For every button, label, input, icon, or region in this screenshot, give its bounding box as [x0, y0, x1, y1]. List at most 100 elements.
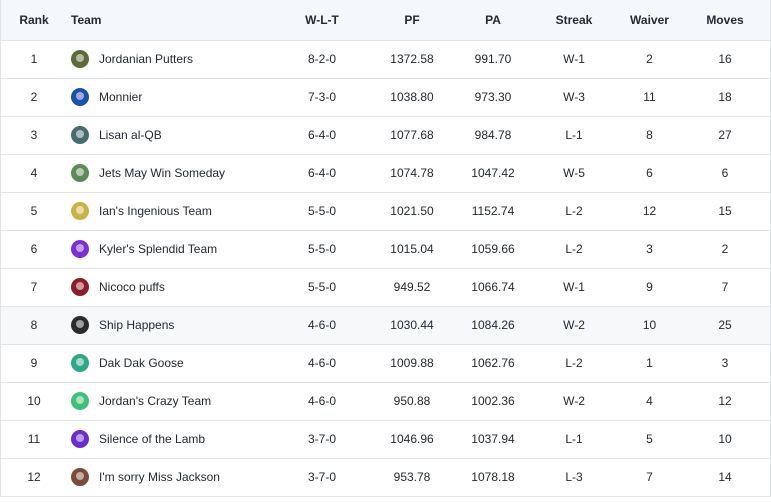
team-cell: Ship Happens	[67, 306, 277, 345]
rank-cell: 9	[1, 344, 67, 383]
team-avatar-icon[interactable]	[71, 430, 89, 448]
team-name-link[interactable]: Kyler's Splendid Team	[99, 242, 218, 256]
header-pf[interactable]: PF	[367, 0, 457, 41]
team-name-link[interactable]: Dak Dak Goose	[99, 356, 184, 370]
header-team[interactable]: Team	[67, 0, 277, 41]
table-row: 3 Lisan al-QB 6-4-0 1077.68 984.78 L-1 8 27	[1, 116, 770, 155]
team-name-link[interactable]: Jets May Win Someday	[99, 166, 226, 180]
wlt-cell: 5-5-0	[277, 230, 367, 269]
team-avatar-icon[interactable]	[71, 126, 89, 144]
table-row: 2 Monnier 7-3-0 1038.80 973.30 W-3 11 18	[1, 78, 770, 117]
moves-cell: 6	[680, 154, 770, 193]
header-streak[interactable]: Streak	[529, 0, 619, 41]
team-avatar-icon[interactable]	[71, 202, 89, 220]
team-name-link[interactable]: Ian's Ingenious Team	[99, 204, 212, 218]
table-row: 8 Ship Happens 4-6-0 1030.44 1084.26 W-2 10 25	[1, 306, 770, 345]
waiver-cell: 7	[619, 458, 680, 497]
team-avatar-icon[interactable]	[71, 354, 89, 372]
wlt-cell: 4-6-0	[277, 344, 367, 383]
team-cell: Jordan's Crazy Team	[67, 382, 277, 421]
wlt-cell: 4-6-0	[277, 382, 367, 421]
wlt-cell: 3-7-0	[277, 458, 367, 497]
header-moves[interactable]: Moves	[680, 0, 770, 41]
waiver-cell: 12	[619, 192, 680, 231]
pa-cell: 1047.42	[457, 154, 529, 193]
team-avatar-icon[interactable]	[71, 468, 89, 486]
table-row: 10 Jordan's Crazy Team 4-6-0 950.88 1002.36 W…	[1, 382, 770, 421]
table-row: 9 Dak Dak Goose 4-6-0 1009.88 1062.76 L-2 1 3	[1, 344, 770, 383]
streak-cell: W-1	[529, 40, 619, 79]
waiver-cell: 3	[619, 230, 680, 269]
team-avatar-icon[interactable]	[71, 164, 89, 182]
pa-cell: 973.30	[457, 78, 529, 117]
table-row: 12 I'm sorry Miss Jackson 3-7-0 953.78 1078.…	[1, 458, 770, 497]
pa-cell: 1062.76	[457, 344, 529, 383]
team-cell: Silence of the Lamb	[67, 420, 277, 459]
team-avatar-icon[interactable]	[71, 316, 89, 334]
team-cell: Lisan al-QB	[67, 116, 277, 155]
pa-cell: 991.70	[457, 40, 529, 79]
team-name-link[interactable]: Jordan's Crazy Team	[99, 394, 212, 408]
moves-cell: 7	[680, 268, 770, 307]
team-cell: Monnier	[67, 78, 277, 117]
team-info: Jordanian Putters	[71, 50, 277, 68]
pf-cell: 1009.88	[367, 344, 457, 383]
rank-cell: 2	[1, 78, 67, 117]
team-info: Lisan al-QB	[71, 126, 277, 144]
pa-cell: 1002.36	[457, 382, 529, 421]
team-name-link[interactable]: Monnier	[99, 90, 143, 104]
rank-cell: 6	[1, 230, 67, 269]
streak-cell: W-5	[529, 154, 619, 193]
streak-cell: L-3	[529, 458, 619, 497]
wlt-cell: 4-6-0	[277, 306, 367, 345]
waiver-cell: 4	[619, 382, 680, 421]
team-avatar-icon[interactable]	[71, 88, 89, 106]
wlt-cell: 5-5-0	[277, 268, 367, 307]
team-info: I'm sorry Miss Jackson	[71, 468, 277, 486]
waiver-cell: 1	[619, 344, 680, 383]
team-avatar-icon[interactable]	[71, 240, 89, 258]
rank-cell: 1	[1, 40, 67, 79]
team-name-link[interactable]: Lisan al-QB	[99, 128, 162, 142]
waiver-cell: 10	[619, 306, 680, 345]
team-name-link[interactable]: Ship Happens	[99, 318, 175, 332]
team-name-link[interactable]: I'm sorry Miss Jackson	[99, 470, 220, 484]
streak-cell: W-3	[529, 78, 619, 117]
team-info: Silence of the Lamb	[71, 430, 277, 448]
team-name-link[interactable]: Nicoco puffs	[99, 280, 165, 294]
moves-cell: 15	[680, 192, 770, 231]
team-name-link[interactable]: Silence of the Lamb	[99, 432, 206, 446]
table-row: 5 Ian's Ingenious Team 5-5-0 1021.50 1152.74…	[1, 192, 770, 231]
header-pa[interactable]: PA	[457, 0, 529, 41]
rank-cell: 8	[1, 306, 67, 345]
table-row: 6 Kyler's Splendid Team 5-5-0 1015.04 1059.6…	[1, 230, 770, 269]
moves-cell: 14	[680, 458, 770, 497]
team-avatar-icon[interactable]	[71, 278, 89, 296]
header-waiver[interactable]: Waiver	[619, 0, 680, 41]
streak-cell: L-1	[529, 116, 619, 155]
table-row: 4 Jets May Win Someday 6-4-0 1074.78 1047.42…	[1, 154, 770, 193]
streak-cell: L-2	[529, 344, 619, 383]
wlt-cell: 8-2-0	[277, 40, 367, 79]
header-wlt[interactable]: W-L-T	[277, 0, 367, 41]
pf-cell: 949.52	[367, 268, 457, 307]
wlt-cell: 7-3-0	[277, 78, 367, 117]
wlt-cell: 5-5-0	[277, 192, 367, 231]
team-name-link[interactable]: Jordanian Putters	[99, 52, 194, 66]
waiver-cell: 6	[619, 154, 680, 193]
team-cell: I'm sorry Miss Jackson	[67, 458, 277, 497]
moves-cell: 10	[680, 420, 770, 459]
wlt-cell: 3-7-0	[277, 420, 367, 459]
team-cell: Ian's Ingenious Team	[67, 192, 277, 231]
team-info: Dak Dak Goose	[71, 354, 277, 372]
header-rank[interactable]: Rank	[1, 0, 67, 41]
team-avatar-icon[interactable]	[71, 50, 89, 68]
team-avatar-icon[interactable]	[71, 392, 89, 410]
team-cell: Nicoco puffs	[67, 268, 277, 307]
waiver-cell: 9	[619, 268, 680, 307]
streak-cell: L-2	[529, 192, 619, 231]
streak-cell: L-2	[529, 230, 619, 269]
team-info: Kyler's Splendid Team	[71, 240, 277, 258]
pa-cell: 1078.18	[457, 458, 529, 497]
pa-cell: 984.78	[457, 116, 529, 155]
